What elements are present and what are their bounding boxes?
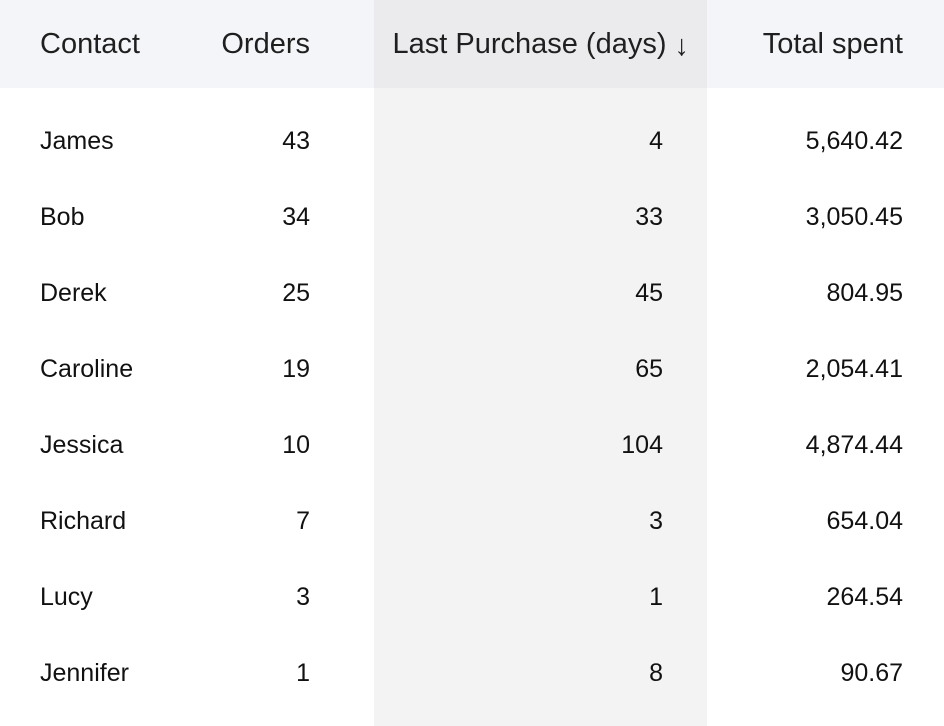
cell-total-spent: 2,054.41 bbox=[805, 354, 903, 383]
cell-contact: Bob bbox=[40, 202, 85, 231]
cell-last-purchase: 4 bbox=[649, 126, 663, 155]
sorted-column-header-highlight bbox=[374, 0, 707, 88]
column-header-total-spent[interactable]: Total spent bbox=[707, 0, 944, 88]
cell-orders: 34 bbox=[282, 202, 310, 231]
cell-total-spent: 4,874.44 bbox=[805, 430, 903, 459]
cell-orders: 10 bbox=[282, 430, 310, 459]
column-header-contact-label: Contact bbox=[40, 27, 140, 60]
cell-orders: 1 bbox=[296, 658, 310, 687]
cell-contact: Jennifer bbox=[40, 658, 129, 687]
cell-last-purchase: 104 bbox=[621, 430, 663, 459]
table-row[interactable]: Richard 7 3 654.04 bbox=[0, 483, 944, 559]
cell-orders: 3 bbox=[296, 582, 310, 611]
cell-orders: 43 bbox=[282, 126, 310, 155]
cell-orders: 25 bbox=[282, 278, 310, 307]
table-row[interactable]: James 43 4 5,640.42 bbox=[0, 88, 944, 179]
cell-total-spent: 804.95 bbox=[826, 278, 903, 307]
column-header-last-purchase-label: Last Purchase (days) bbox=[392, 27, 667, 60]
column-header-last-purchase[interactable]: Last Purchase (days) ↓ bbox=[374, 0, 707, 88]
cell-total-spent: 654.04 bbox=[826, 506, 903, 535]
cell-last-purchase: 65 bbox=[635, 354, 663, 383]
cell-total-spent: 5,640.42 bbox=[805, 126, 903, 155]
cell-orders: 19 bbox=[282, 354, 310, 383]
table-row[interactable]: Lucy 3 1 264.54 bbox=[0, 559, 944, 635]
cell-contact: James bbox=[40, 126, 114, 155]
cell-contact: Jessica bbox=[40, 430, 124, 459]
cell-contact: Derek bbox=[40, 278, 107, 307]
cell-total-spent: 90.67 bbox=[840, 658, 903, 687]
cell-contact: Caroline bbox=[40, 354, 134, 383]
column-header-total-spent-label: Total spent bbox=[762, 27, 903, 60]
cell-last-purchase: 33 bbox=[635, 202, 663, 231]
cell-total-spent: 3,050.45 bbox=[805, 202, 903, 231]
cell-last-purchase: 3 bbox=[649, 506, 663, 535]
header-row: Contact Orders Last Purchase (days) ↓ Tot… bbox=[0, 0, 944, 88]
cell-contact: Lucy bbox=[40, 582, 93, 611]
sort-descending-arrow-icon[interactable]: ↓ bbox=[674, 29, 690, 62]
table-body: James 43 4 5,640.42 Bob 34 33 3,050.45 Derek 25 45… bbox=[0, 88, 944, 711]
table-row[interactable]: Jennifer 1 8 90.67 bbox=[0, 635, 944, 711]
cell-orders: 7 bbox=[296, 506, 310, 535]
table-row[interactable]: Jessica 10 104 4,874.44 bbox=[0, 407, 944, 483]
table-row[interactable]: Bob 34 33 3,050.45 bbox=[0, 179, 944, 255]
cell-total-spent: 264.54 bbox=[826, 582, 903, 611]
table-row[interactable]: Caroline 19 65 2,054.41 bbox=[0, 331, 944, 407]
data-grid: Contact Orders Last Purchase (days) ↓ Tot… bbox=[0, 0, 944, 711]
column-header-orders-label: Orders bbox=[221, 27, 310, 60]
cell-last-purchase: 45 bbox=[635, 278, 663, 307]
table-head: Contact Orders Last Purchase (days) ↓ Tot… bbox=[0, 0, 944, 88]
cell-contact: Richard bbox=[40, 506, 127, 535]
cell-last-purchase: 1 bbox=[649, 582, 663, 611]
column-header-contact[interactable]: Contact bbox=[0, 0, 206, 88]
table-row[interactable]: Derek 25 45 804.95 bbox=[0, 255, 944, 331]
sorted-column-highlight bbox=[374, 0, 707, 726]
cell-last-purchase: 8 bbox=[649, 658, 663, 687]
column-header-orders[interactable]: Orders bbox=[206, 0, 374, 88]
